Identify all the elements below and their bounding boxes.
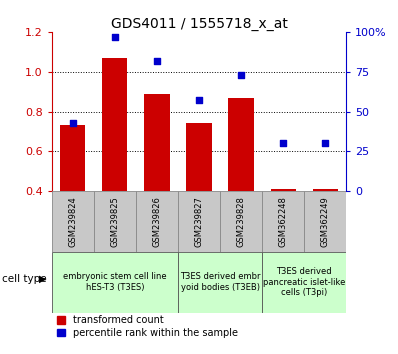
Text: embryonic stem cell line
hES-T3 (T3ES): embryonic stem cell line hES-T3 (T3ES) xyxy=(63,273,167,292)
Point xyxy=(196,97,202,103)
FancyBboxPatch shape xyxy=(304,191,346,252)
FancyBboxPatch shape xyxy=(262,191,304,252)
Text: T3ES derived embr
yoid bodies (T3EB): T3ES derived embr yoid bodies (T3EB) xyxy=(180,273,260,292)
Bar xyxy=(271,189,296,191)
FancyBboxPatch shape xyxy=(52,191,94,252)
FancyBboxPatch shape xyxy=(178,252,262,313)
Bar xyxy=(102,58,127,191)
FancyBboxPatch shape xyxy=(178,191,220,252)
Text: GSM362248: GSM362248 xyxy=(279,196,288,247)
Bar xyxy=(312,189,338,191)
Text: cell type: cell type xyxy=(2,274,47,284)
Bar xyxy=(186,124,212,191)
Point xyxy=(70,120,76,126)
Point xyxy=(154,58,160,63)
Point xyxy=(238,72,244,78)
Point xyxy=(322,141,328,146)
FancyBboxPatch shape xyxy=(94,191,136,252)
Text: GSM239826: GSM239826 xyxy=(152,196,162,247)
FancyBboxPatch shape xyxy=(262,252,346,313)
FancyBboxPatch shape xyxy=(220,191,262,252)
Text: T3ES derived
pancreatic islet-like
cells (T3pi): T3ES derived pancreatic islet-like cells… xyxy=(263,267,345,297)
Title: GDS4011 / 1555718_x_at: GDS4011 / 1555718_x_at xyxy=(111,17,287,31)
Legend: transformed count, percentile rank within the sample: transformed count, percentile rank withi… xyxy=(57,315,238,338)
Text: GSM362249: GSM362249 xyxy=(321,196,330,247)
Text: GSM239824: GSM239824 xyxy=(68,196,77,247)
Text: GSM239825: GSM239825 xyxy=(110,196,119,247)
Bar xyxy=(60,125,86,191)
Text: GSM239828: GSM239828 xyxy=(236,196,246,247)
Point xyxy=(280,141,286,146)
Text: GSM239827: GSM239827 xyxy=(195,196,203,247)
Bar xyxy=(144,93,170,191)
Text: ▶: ▶ xyxy=(39,274,47,284)
Point xyxy=(112,34,118,40)
FancyBboxPatch shape xyxy=(52,252,178,313)
Bar xyxy=(228,98,254,191)
FancyBboxPatch shape xyxy=(136,191,178,252)
